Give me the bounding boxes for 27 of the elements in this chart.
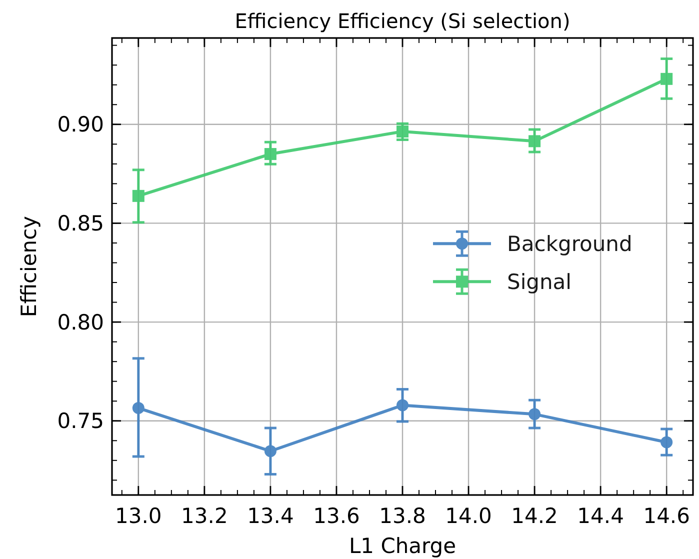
x-axis-title: L1 Charge <box>348 534 456 558</box>
x-tick-label: 13.2 <box>181 504 228 528</box>
x-tick-label: 13.8 <box>379 504 426 528</box>
chart-title: Efficiency Efficiency (Si selection) <box>234 9 570 33</box>
x-tick-label: 14.0 <box>445 504 492 528</box>
x-tick-label: 14.6 <box>643 504 690 528</box>
point <box>132 190 144 202</box>
x-tick-label: 13.6 <box>313 504 360 528</box>
point <box>396 399 408 412</box>
point <box>132 402 144 414</box>
point <box>264 445 276 458</box>
y-tick-label: 0.90 <box>57 112 104 137</box>
x-tick-label: 14.4 <box>577 504 624 528</box>
legend-label: Background <box>507 232 632 256</box>
point <box>660 72 673 85</box>
x-tick-label: 13.0 <box>115 504 162 528</box>
legend-label: Signal <box>507 270 572 294</box>
y-tick-label: 0.75 <box>57 409 104 434</box>
x-tick-label: 13.4 <box>247 504 294 528</box>
point <box>528 408 541 420</box>
y-tick-label: 0.85 <box>57 212 104 236</box>
point <box>528 135 541 148</box>
x-tick-label: 14.2 <box>511 504 558 528</box>
y-tick-label: 0.80 <box>57 310 104 334</box>
point <box>660 436 673 448</box>
y-axis-title: Efficiency <box>17 216 41 318</box>
point <box>264 148 276 160</box>
